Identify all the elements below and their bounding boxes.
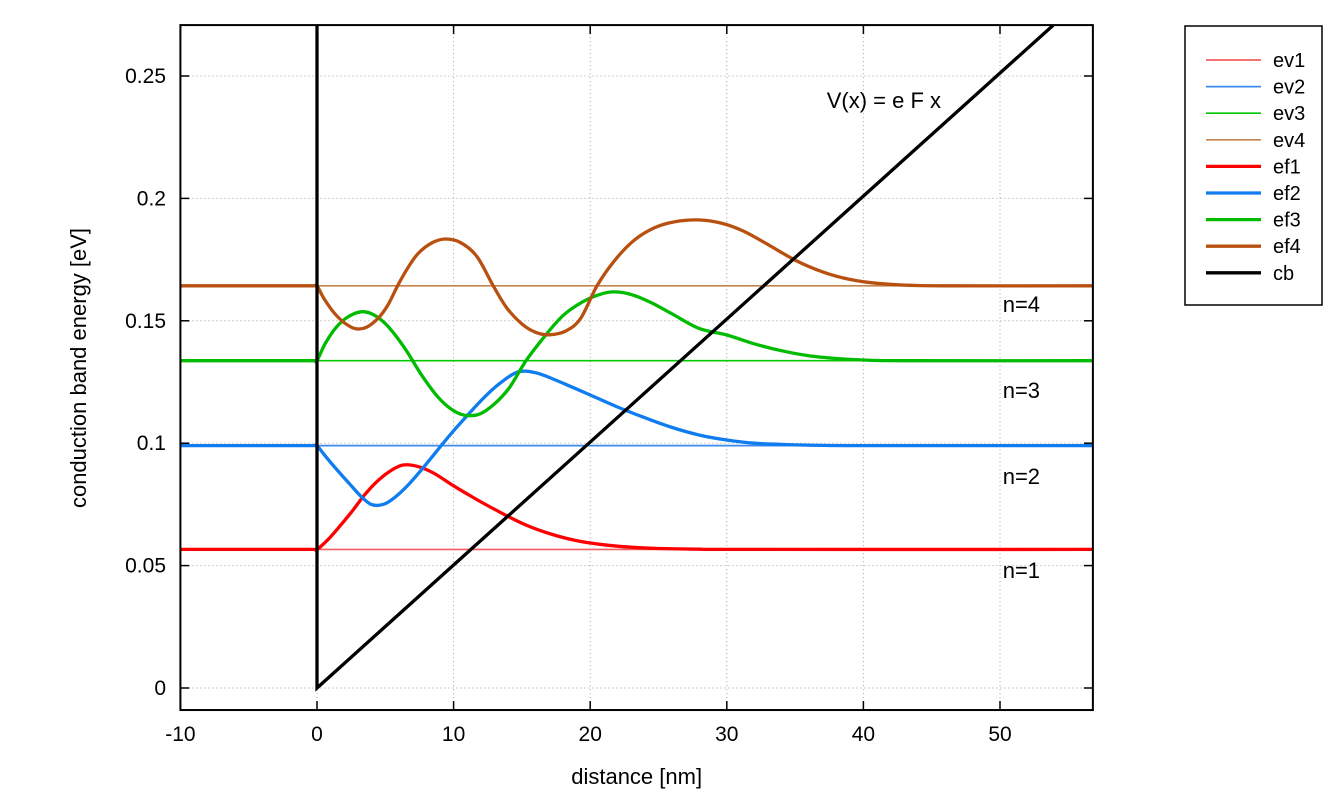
annotation-level-3: n=3 (1003, 378, 1040, 403)
annotation-level-1: n=1 (1003, 558, 1040, 583)
series-ef4 (180, 218, 1093, 337)
annotation-layer: V(x) = e F x n=4 n=3 n=2 n=1 (827, 88, 1040, 583)
axis-layer: -10 0 10 20 30 40 50 0 0.05 0.1 0.15 0.2 0.25 (125, 24, 1094, 746)
y-tick-label: 0.25 (125, 65, 166, 88)
y-tick-label: 0.05 (125, 555, 166, 578)
series-cb (315, 25, 1055, 692)
x-tick-label: -10 (165, 723, 195, 746)
grid-layer (179, 25, 1093, 711)
legend-label-ef3: ef3 (1273, 210, 1301, 232)
legend-label-ef1: ef1 (1273, 156, 1301, 178)
y-tick-label: 0.2 (137, 187, 166, 210)
y-tick-label: 0.15 (125, 310, 166, 333)
series-layer (180, 25, 1093, 692)
series-ef2 (180, 369, 1093, 508)
annotation-level-4: n=4 (1003, 292, 1040, 317)
legend-item-cb: cb (1206, 263, 1294, 285)
legend-label-ev3: ev3 (1273, 103, 1305, 125)
x-tick-label: 50 (988, 723, 1011, 746)
legend-label-cb: cb (1273, 263, 1294, 285)
x-tick-label: 0 (311, 723, 323, 746)
legend-label-ef2: ef2 (1273, 183, 1301, 205)
legend-item-ev2: ev2 (1206, 77, 1305, 99)
y-axis-label: conduction band energy [eV] (66, 228, 91, 508)
legend-item-ev1: ev1 (1206, 50, 1305, 72)
legend-item-ef2: ef2 (1206, 183, 1301, 205)
annotation-potential-formula: V(x) = e F x (827, 88, 941, 113)
axis-box (179, 24, 1094, 712)
legend-label-ev4: ev4 (1273, 130, 1305, 152)
legend-item-ev4: ev4 (1206, 130, 1305, 152)
legend: ev1 ev2 ev3 ev4 ef1 ef2 ef3 ef4 cb (1184, 25, 1323, 306)
legend-label-ef4: ef4 (1273, 236, 1301, 258)
legend-item-ev3: ev3 (1206, 103, 1305, 125)
y-tick-label: 0 (154, 677, 166, 700)
legend-label-ev1: ev1 (1273, 50, 1305, 72)
x-tick-label: 30 (715, 723, 738, 746)
legend-item-ef3: ef3 (1206, 210, 1301, 232)
x-tick-label: 10 (442, 723, 465, 746)
series-ef3 (180, 290, 1093, 418)
x-axis-label: distance [nm] (571, 764, 702, 789)
legend-label-ev2: ev2 (1273, 77, 1305, 99)
legend-item-ef4: ef4 (1206, 236, 1301, 258)
x-tick-label: 40 (852, 723, 875, 746)
x-tick-label: 20 (579, 723, 602, 746)
annotation-level-2: n=2 (1003, 464, 1040, 489)
legend-item-ef1: ef1 (1206, 156, 1301, 178)
y-tick-label: 0.1 (137, 432, 166, 455)
